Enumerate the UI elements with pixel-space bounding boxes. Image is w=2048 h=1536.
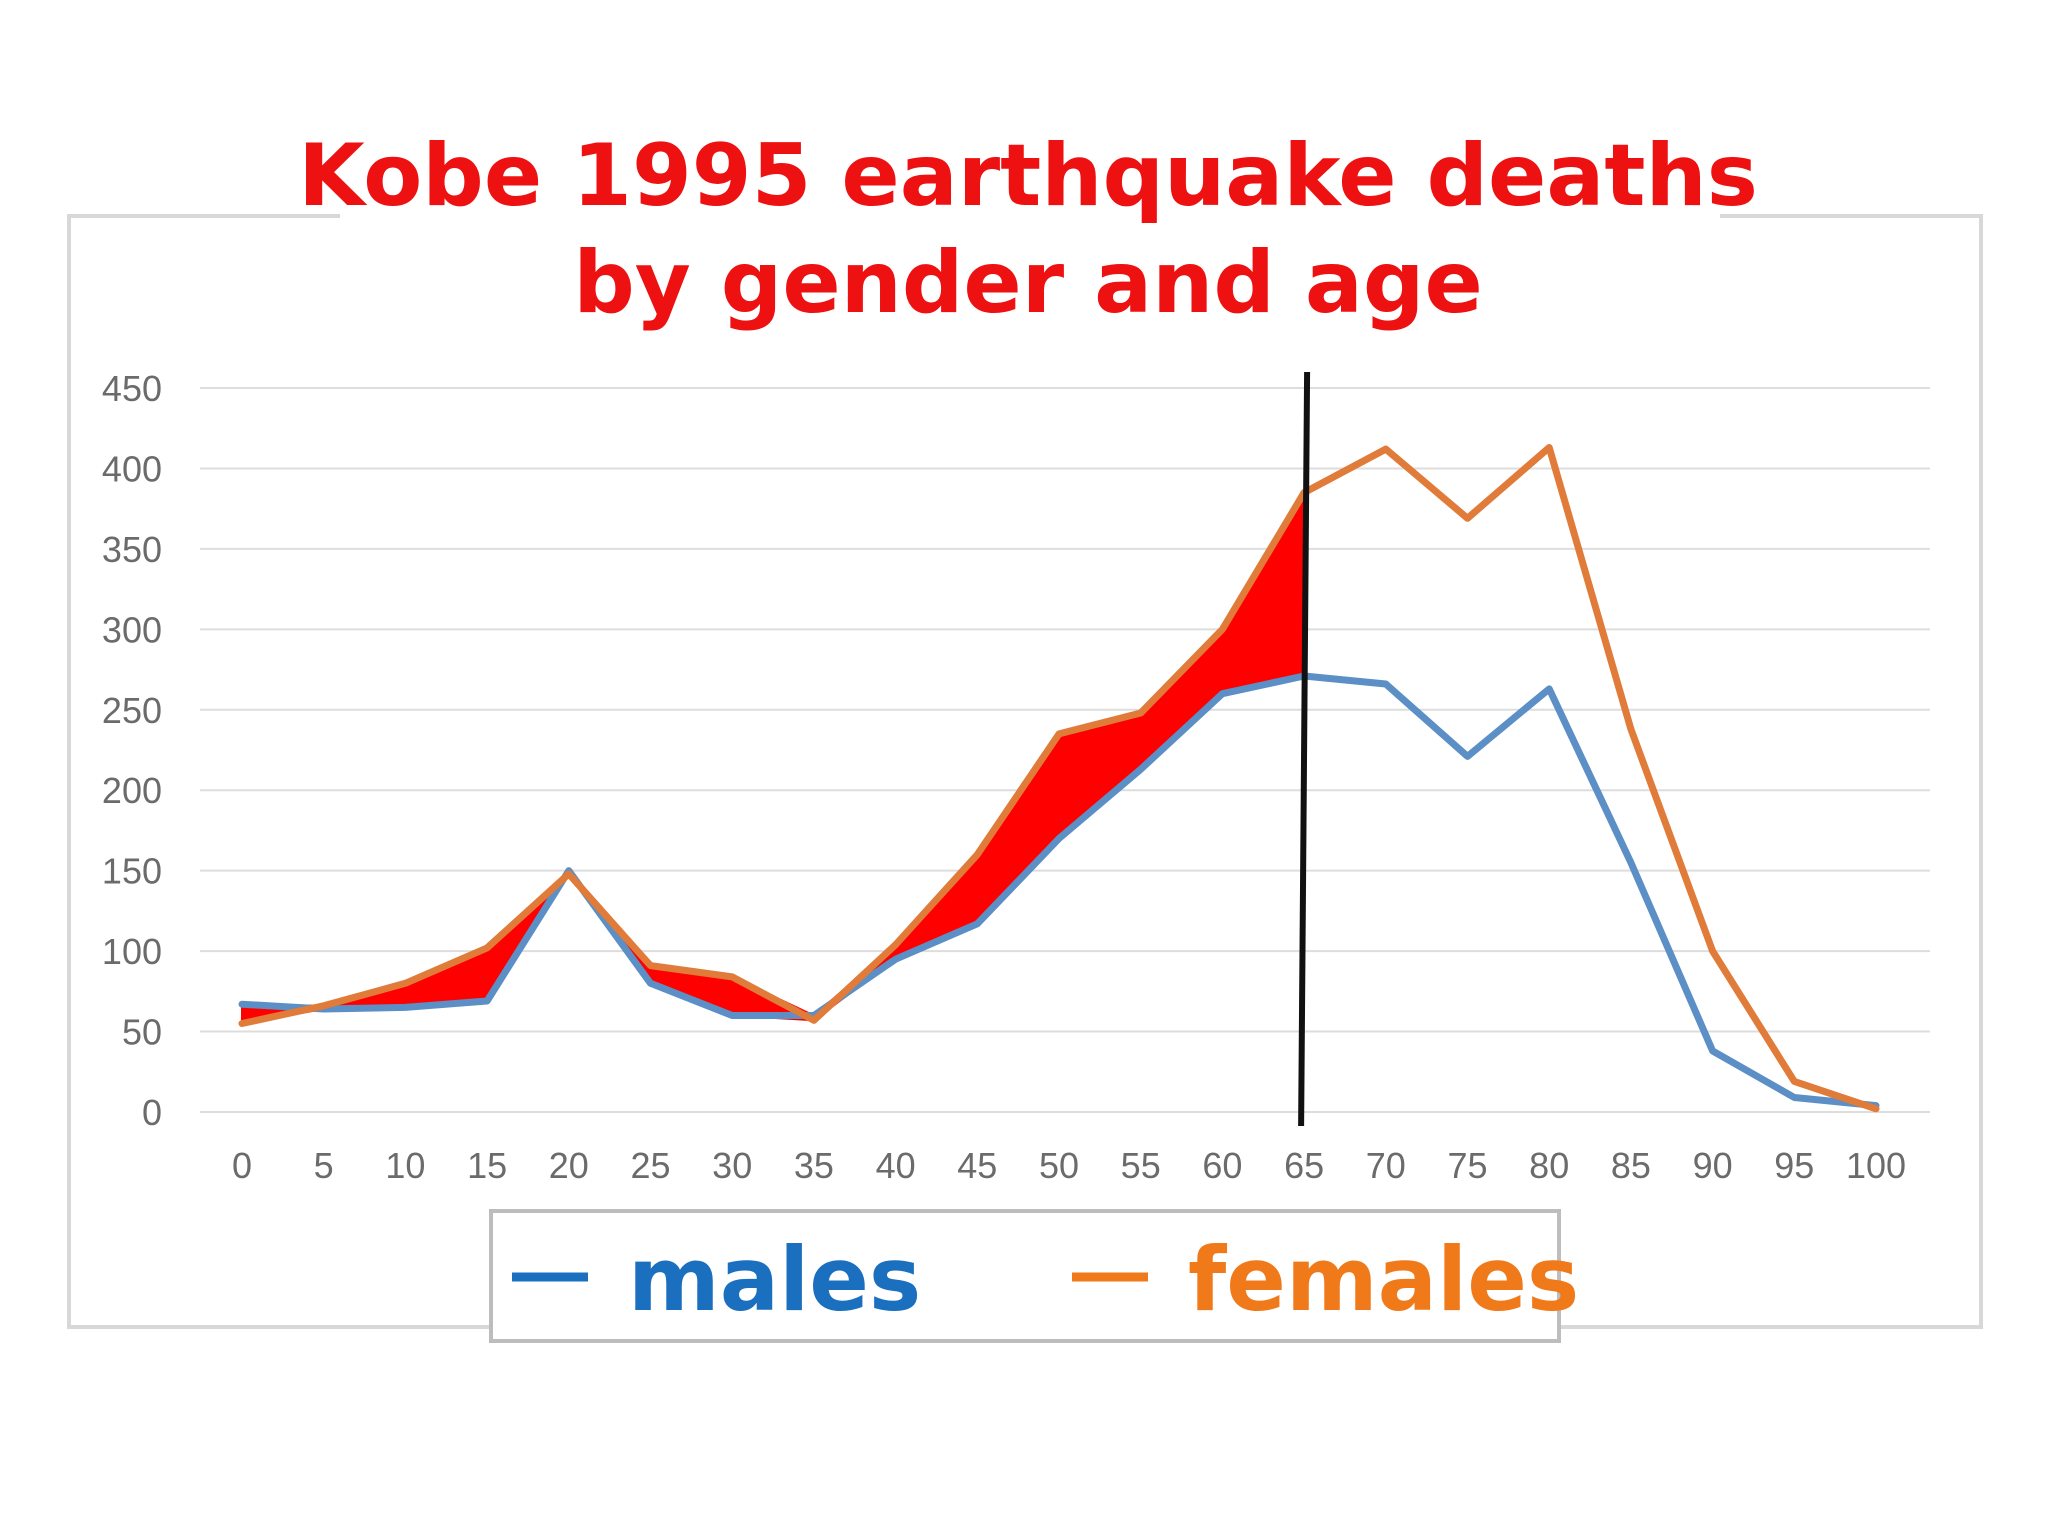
x-tick-label: 25 <box>630 1145 670 1186</box>
y-tick-label: 50 <box>122 1012 162 1053</box>
difference-highlight <box>241 491 1306 1025</box>
legend: males females <box>489 1209 1579 1343</box>
x-tick-label: 55 <box>1121 1145 1161 1186</box>
y-tick-label: 450 <box>102 368 162 409</box>
x-tick-label: 5 <box>314 1145 334 1186</box>
x-tick-label: 95 <box>1774 1145 1814 1186</box>
y-tick-label: 400 <box>102 448 162 489</box>
x-tick-label: 40 <box>876 1145 916 1186</box>
y-tick-label: 150 <box>102 851 162 892</box>
age-65-marker <box>1298 371 1311 1127</box>
legend-box <box>489 1209 1561 1343</box>
x-tick-label: 0 <box>232 1145 252 1186</box>
x-tick-label: 45 <box>957 1145 997 1186</box>
x-tick-label: 10 <box>385 1145 425 1186</box>
x-tick-label: 30 <box>712 1145 752 1186</box>
x-tick-label: 100 <box>1846 1145 1906 1186</box>
legend-males-label: males <box>628 1228 921 1331</box>
chart-title-line-1: Kobe 1995 earthquake deaths <box>298 126 1758 226</box>
series-line-males <box>238 672 1880 1110</box>
x-tick-label: 20 <box>549 1145 589 1186</box>
y-tick-label: 350 <box>102 529 162 570</box>
x-tick-label: 35 <box>794 1145 834 1186</box>
x-tick-label: 85 <box>1611 1145 1651 1186</box>
gridlines <box>200 387 1930 1113</box>
legend-females-label: females <box>1188 1228 1579 1331</box>
x-tick-label: 50 <box>1039 1145 1079 1186</box>
y-tick-label: 100 <box>102 931 162 972</box>
x-tick-label: 75 <box>1447 1145 1487 1186</box>
y-axis-tick-labels: 450 400 350 300 250 200 150 100 50 0 <box>102 368 162 1133</box>
y-tick-label: 300 <box>102 609 162 650</box>
x-axis-tick-labels: 0 5 10 15 20 25 30 35 40 45 50 55 60 65 70 75 80 85 90 95 10… <box>232 1145 1906 1186</box>
y-tick-label: 250 <box>102 690 162 731</box>
y-tick-label: 200 <box>102 770 162 811</box>
x-tick-label: 15 <box>467 1145 507 1186</box>
x-tick-label: 70 <box>1366 1145 1406 1186</box>
x-tick-label: 65 <box>1284 1145 1324 1186</box>
gap-fill-area <box>241 491 1306 1025</box>
chart-title-line-2: by gender and age <box>573 233 1483 333</box>
vertical-marker-line <box>1298 371 1311 1127</box>
title-backing <box>340 120 1720 345</box>
x-tick-label: 80 <box>1529 1145 1569 1186</box>
y-tick-label: 0 <box>142 1092 162 1133</box>
x-tick-label: 90 <box>1693 1145 1733 1186</box>
x-tick-label: 60 <box>1202 1145 1242 1186</box>
series-lines <box>238 444 1880 1113</box>
series-line-females <box>238 444 1880 1113</box>
